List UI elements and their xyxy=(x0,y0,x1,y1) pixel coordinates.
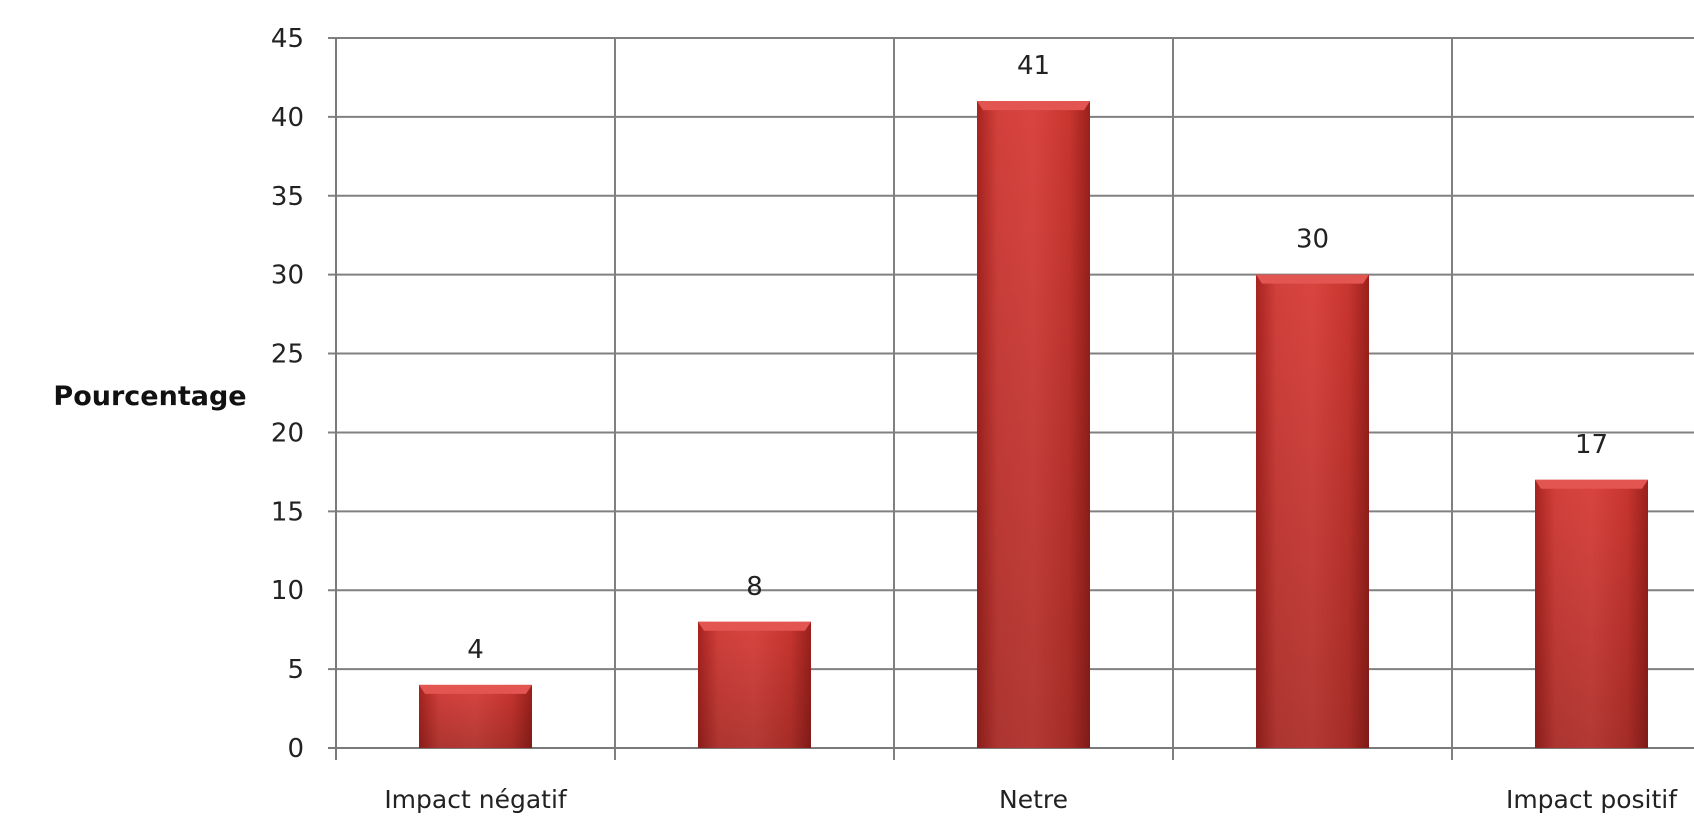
y-tick-label: 0 xyxy=(287,734,304,764)
y-tick-label: 5 xyxy=(287,655,304,685)
data-label: 8 xyxy=(746,572,763,602)
bar-shade xyxy=(1535,479,1648,748)
y-tick-label: 40 xyxy=(271,103,304,133)
data-label: 4 xyxy=(467,635,484,665)
bar-bevel xyxy=(698,621,811,631)
data-label: 30 xyxy=(1296,225,1329,255)
bar xyxy=(419,684,532,748)
bar-shade xyxy=(698,621,811,748)
y-tick-label: 30 xyxy=(271,261,304,291)
bars xyxy=(419,101,1648,749)
bar xyxy=(1256,274,1369,748)
y-tick-label: 15 xyxy=(271,497,304,527)
bar-bevel xyxy=(1256,274,1369,284)
y-axis-title: Pourcentage xyxy=(53,381,246,412)
x-category-label: Netre xyxy=(999,785,1068,814)
bar-bevel xyxy=(1535,479,1648,489)
bar-bevel xyxy=(977,101,1090,111)
y-tick-label: 35 xyxy=(271,182,304,212)
data-label: 41 xyxy=(1017,51,1050,81)
bar-shade xyxy=(1256,274,1369,748)
bar-shade xyxy=(977,101,1090,749)
bar xyxy=(977,101,1090,749)
bar-shade xyxy=(419,684,532,748)
data-label: 17 xyxy=(1575,430,1608,460)
labels: 0 5 10 15 20 25 30 35 40 45 4 8 41 30 17 Impact négatif… xyxy=(271,24,1678,814)
x-category-label: Impact négatif xyxy=(384,785,568,814)
y-tick-label: 10 xyxy=(271,576,304,606)
bar xyxy=(698,621,811,748)
y-tick-label: 25 xyxy=(271,340,304,370)
bar-bevel xyxy=(419,684,532,694)
y-tick-label: 45 xyxy=(271,24,304,54)
x-category-label: Impact positif xyxy=(1506,785,1678,814)
bar xyxy=(1535,479,1648,748)
y-tick-label: 20 xyxy=(271,418,304,448)
